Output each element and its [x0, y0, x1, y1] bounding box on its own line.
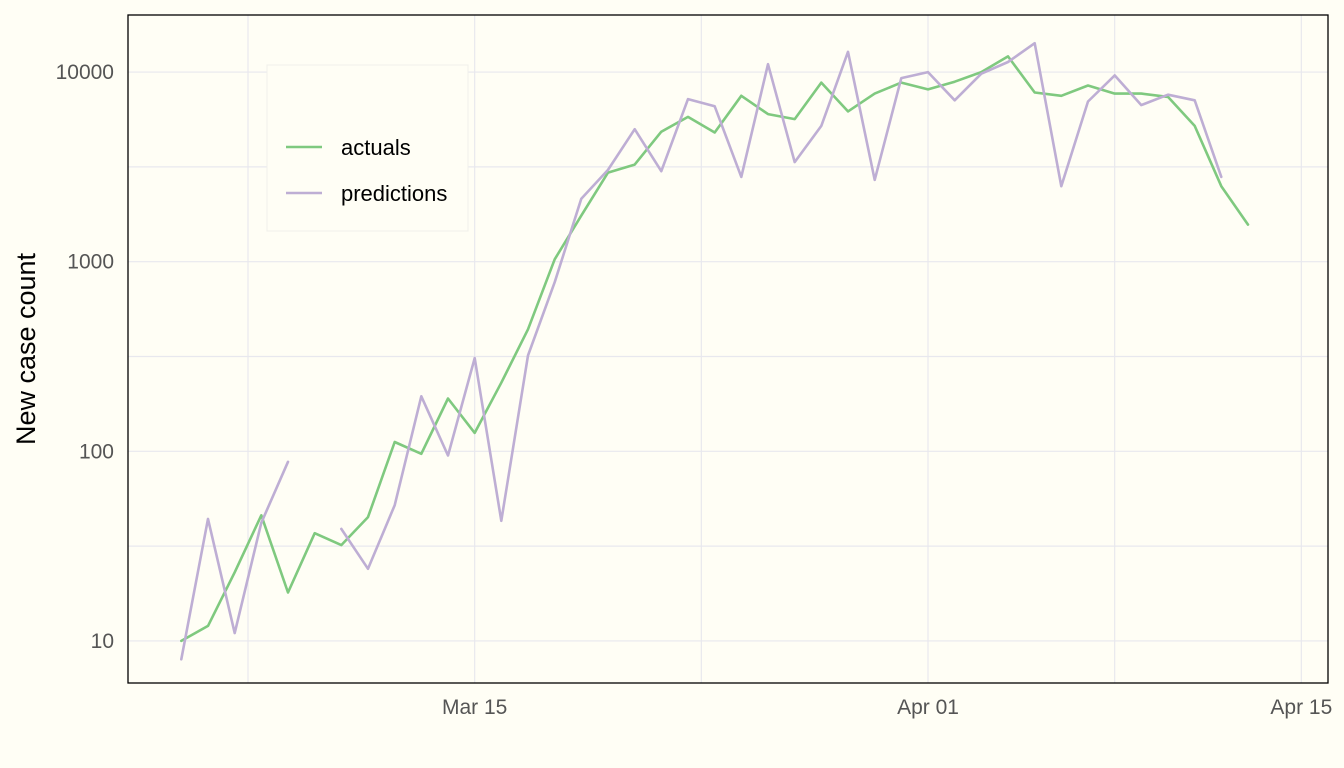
legend-label-predictions: predictions	[341, 181, 447, 206]
series-line-predictions	[339, 41, 1223, 571]
x-tick-label: Mar 15	[442, 696, 507, 719]
grid-lines	[128, 15, 1328, 683]
y-axis-title: New case count	[11, 252, 41, 445]
series-lines	[180, 41, 1250, 661]
x-tick-label: Apr 01	[897, 696, 959, 719]
y-tick-labels: 10 100 1000 10000	[56, 61, 114, 653]
series-line-predictions	[180, 460, 290, 661]
plot-frame	[127, 14, 1329, 684]
y-tick-label: 1000	[67, 251, 114, 274]
y-tick-label: 10000	[56, 61, 114, 84]
legend-label-actuals: actuals	[341, 135, 411, 160]
series-line-actuals	[180, 55, 1250, 643]
y-tick-label: 100	[79, 440, 114, 463]
legend: actuals predictions	[266, 64, 469, 232]
y-tick-label: 10	[91, 630, 114, 653]
x-tick-labels: Mar 15 Apr 01 Apr 15	[442, 696, 1332, 719]
x-tick-label: Apr 15	[1270, 696, 1332, 719]
